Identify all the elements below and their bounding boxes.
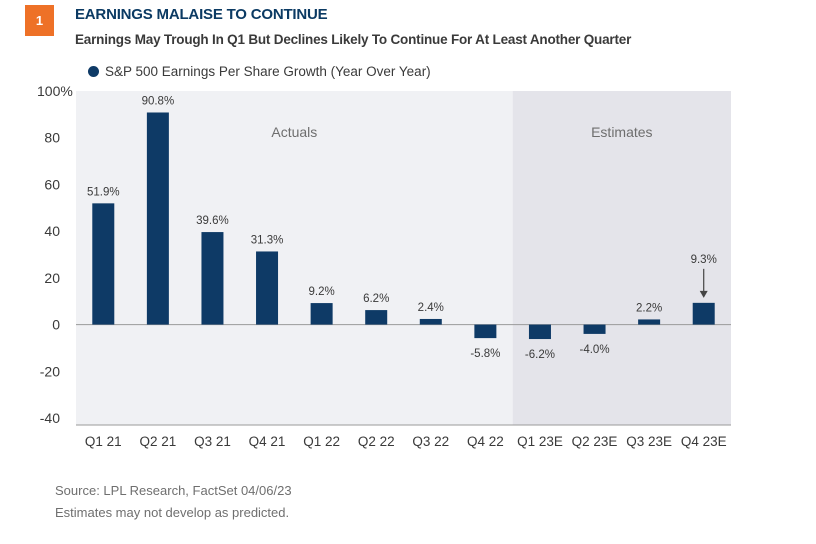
- y-tick-label: 0: [52, 317, 60, 333]
- figure-number-badge: 1: [25, 5, 54, 36]
- x-tick-label: Q3 21: [194, 434, 231, 449]
- data-label: 9.3%: [691, 254, 717, 266]
- bar: [365, 310, 388, 325]
- x-tick-label: Q3 22: [412, 434, 449, 449]
- legend: S&P 500 Earnings Per Share Growth (Year …: [88, 64, 431, 79]
- x-tick-label: Q4 22: [467, 434, 504, 449]
- x-tick-label: Q2 23E: [572, 434, 618, 449]
- y-tick-label: 20: [44, 270, 60, 286]
- bar: [474, 324, 497, 339]
- bar: [692, 302, 715, 325]
- x-tick-label: Q1 21: [85, 434, 122, 449]
- y-tick-label: 80: [44, 130, 60, 146]
- disclaimer-note: Estimates may not develop as predicted.: [55, 505, 290, 520]
- bar: [638, 319, 661, 325]
- y-tick-label: 40: [44, 223, 60, 239]
- bar: [583, 324, 606, 334]
- bar: [310, 303, 333, 325]
- legend-label: S&P 500 Earnings Per Share Growth (Year …: [105, 64, 431, 79]
- x-tick-label: Q2 21: [139, 434, 176, 449]
- chart-title: EARNINGS MALAISE TO CONTINUE: [75, 6, 328, 23]
- data-label: 6.2%: [363, 293, 389, 305]
- bar: [146, 112, 169, 325]
- x-tick-label: Q1 23E: [517, 434, 563, 449]
- data-label: 90.8%: [142, 95, 175, 107]
- y-tick-label: 60: [44, 176, 60, 192]
- bar: [201, 232, 224, 325]
- data-label: -5.8%: [470, 348, 500, 360]
- chart-subtitle: Earnings May Trough In Q1 But Declines L…: [75, 32, 632, 47]
- x-tick-label: Q2 22: [358, 434, 395, 449]
- annotation-arrow-head-icon: [699, 290, 708, 298]
- data-label: 9.2%: [309, 286, 335, 298]
- data-label: 2.2%: [636, 302, 662, 314]
- region-estimates-label: Estimates: [591, 124, 652, 140]
- y-tick-label: -20: [40, 363, 60, 379]
- data-label: -4.0%: [580, 344, 610, 356]
- x-tick-label: Q1 22: [303, 434, 340, 449]
- x-tick-label: Q4 21: [249, 434, 286, 449]
- x-tick-label: Q4 23E: [681, 434, 727, 449]
- data-label: -6.2%: [525, 349, 555, 361]
- bar: [419, 318, 442, 325]
- region-estimates-background: [512, 91, 731, 425]
- bar: [92, 203, 115, 325]
- data-label: 31.3%: [251, 234, 284, 246]
- y-tick-label: -40: [40, 410, 60, 426]
- data-label: 39.6%: [196, 215, 229, 227]
- source-note: Source: LPL Research, FactSet 04/06/23: [55, 483, 292, 498]
- data-label: 2.4%: [418, 302, 444, 314]
- bar: [528, 324, 551, 340]
- region-actuals-background: [76, 91, 513, 425]
- x-tick-label: Q3 23E: [626, 434, 672, 449]
- legend-marker-icon: [88, 66, 99, 77]
- bar: [256, 251, 279, 325]
- region-actuals-label: Actuals: [271, 124, 317, 140]
- data-label: 51.9%: [87, 186, 120, 198]
- y-tick-label: 100%: [37, 83, 73, 99]
